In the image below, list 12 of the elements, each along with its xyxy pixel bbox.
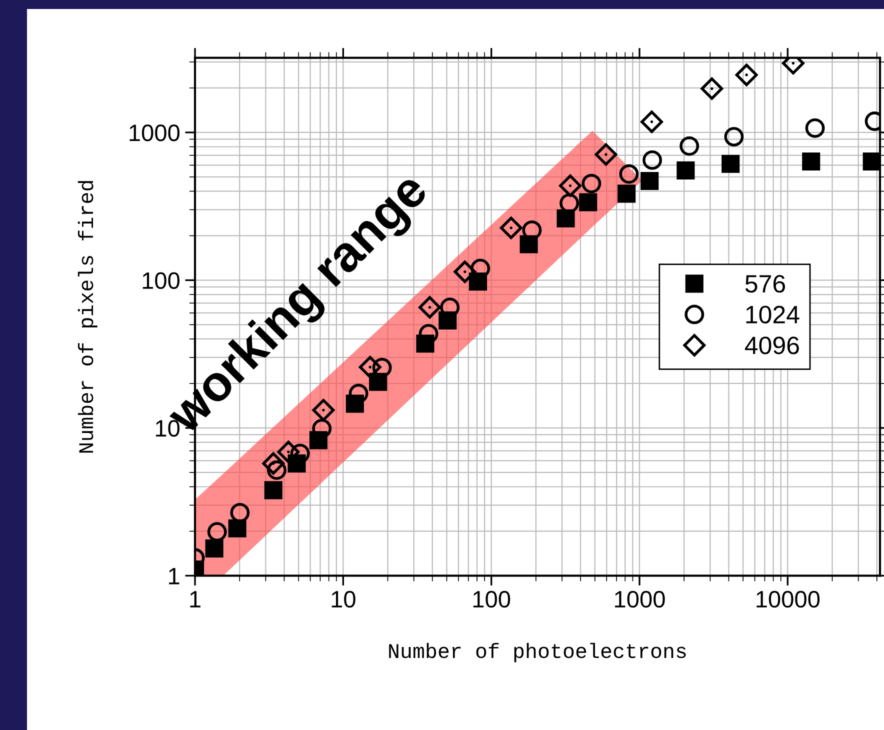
x-tick-label: 1000 (615, 590, 665, 608)
y-tick-label: 1 (169, 568, 180, 584)
y-axis-title: Number of pixels fired (78, 181, 98, 453)
x-axis-title: Number of photoelectrons (389, 642, 686, 662)
x-tick-label: 100 (473, 590, 510, 608)
x-tick-label: 10 (332, 590, 356, 608)
legend-label: 4096 (744, 336, 799, 354)
y-tick-label: 1000 (130, 124, 180, 142)
x-tick-label: 1 (190, 591, 200, 608)
x-tick-label: 10000 (756, 590, 820, 608)
legend-label: 1024 (746, 306, 800, 324)
legend-label: 576 (745, 274, 786, 293)
